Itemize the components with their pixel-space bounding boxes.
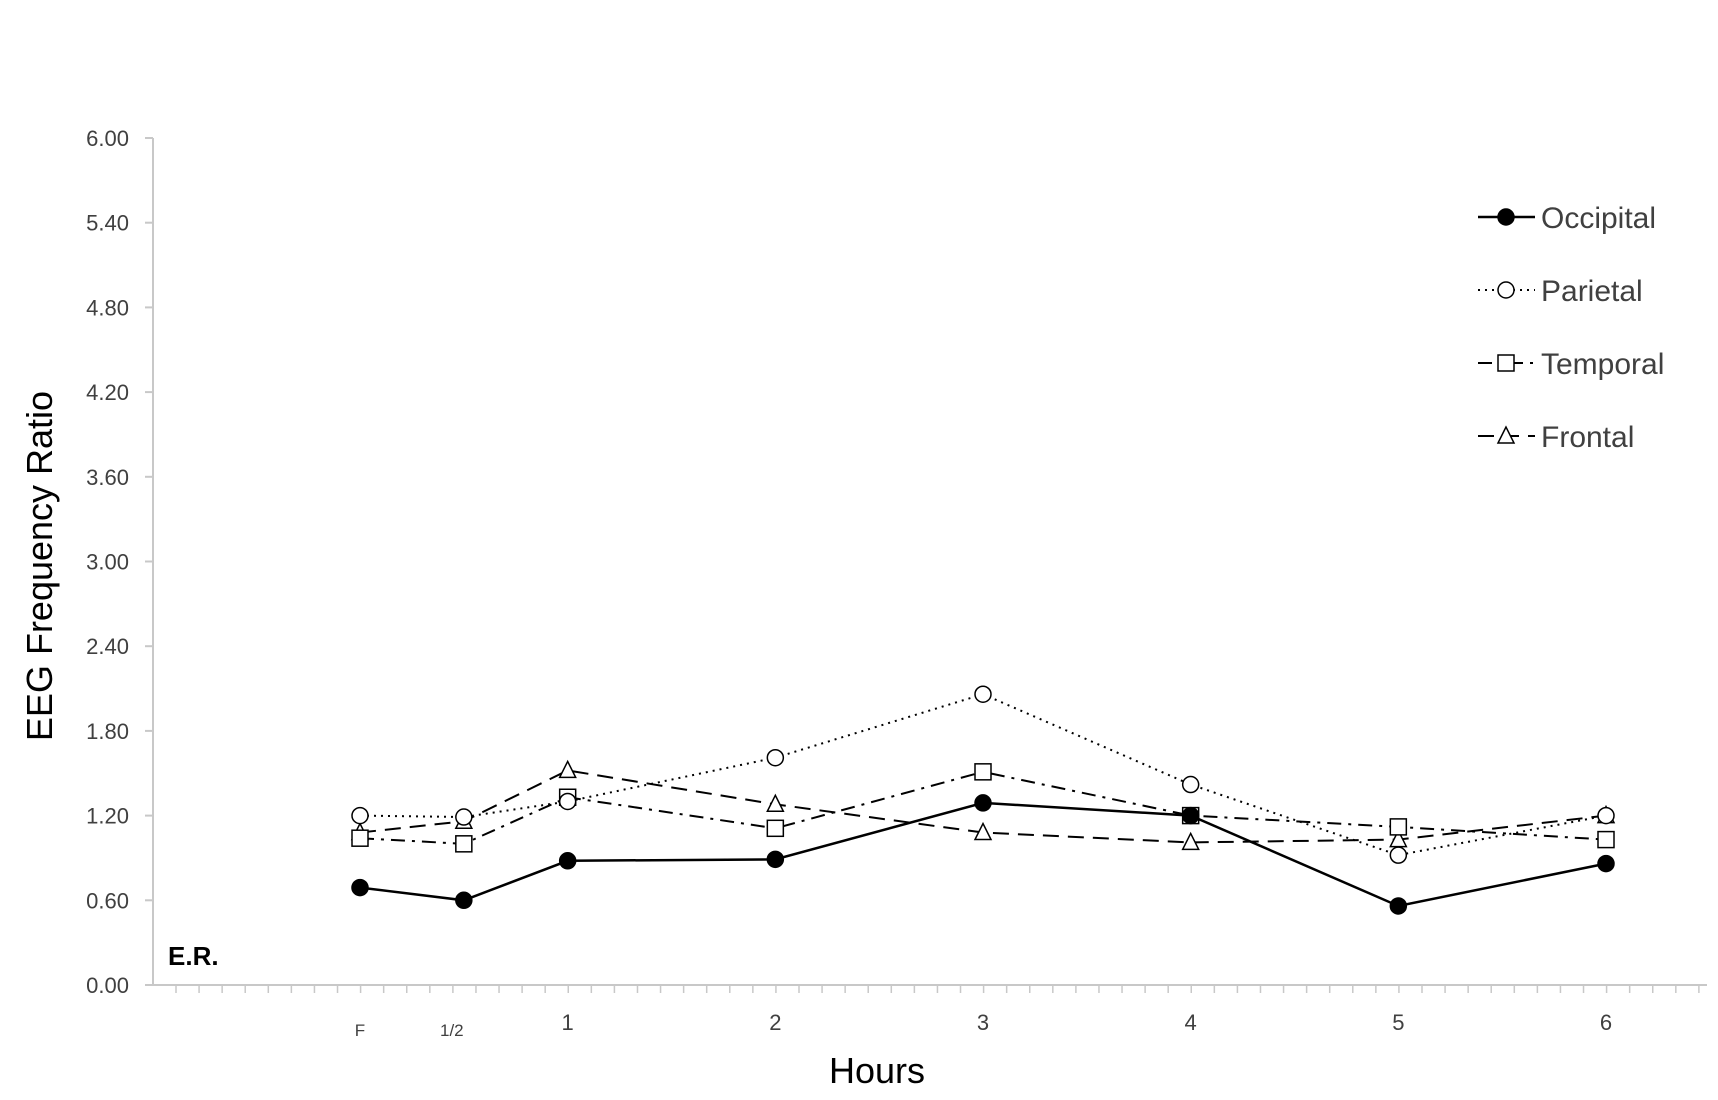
parietal-point [1497, 281, 1515, 299]
frontal-point [1181, 831, 1200, 851]
occipital-point [351, 878, 369, 897]
x-tick-label: 5 [1392, 1010, 1404, 1035]
parietal-point [1597, 806, 1615, 825]
occipital-point [974, 794, 992, 812]
occipital-line [359, 801, 1607, 908]
y-axis-title: EEG Frequency Ratio [19, 391, 60, 741]
y-tick-label: 1.80 [86, 719, 129, 744]
parietal-point [974, 685, 992, 703]
temporal-line [359, 770, 1607, 845]
y-tick-label: 2.40 [86, 634, 129, 659]
legend-item-frontal: Frontal [1478, 421, 1634, 454]
y-tick-label: 3.60 [86, 465, 129, 490]
occipital-point [1181, 806, 1200, 825]
y-tick-label: 4.20 [86, 380, 129, 405]
frontal-point [1496, 425, 1516, 444]
temporal-point [1597, 830, 1615, 849]
y-tick-label: 6.00 [86, 126, 129, 151]
y-tick-label: 1.20 [86, 804, 129, 829]
frontal-point [766, 793, 785, 813]
legend-label: Frontal [1541, 421, 1634, 454]
temporal-point [351, 829, 369, 847]
occipital-point [558, 852, 577, 870]
x-tick-label: F [355, 1021, 365, 1040]
frontal-point [973, 821, 993, 841]
temporal-point [455, 835, 473, 853]
x-tick-label: 1 [562, 1010, 574, 1035]
occipital-point [1597, 854, 1615, 873]
legend-item-parietal: Parietal [1478, 275, 1643, 308]
axes-group: 0.00 0.60 1.20 1.80 2.40 3.00 3.60 4.20 4.80 5.40… [86, 126, 1707, 1040]
legend-item-temporal: Temporal [1478, 348, 1664, 381]
legend-label: Occipital [1541, 202, 1656, 235]
parietal-point [455, 808, 473, 826]
x-axis-title: Hours [829, 1050, 925, 1091]
y-tick-label: 0.60 [86, 888, 129, 913]
legend-label: Parietal [1541, 275, 1643, 308]
occipital-series [351, 794, 1615, 915]
x-tick-label: 4 [1185, 1010, 1197, 1035]
x-tick-label: 6 [1600, 1010, 1612, 1035]
y-tick-label: 0.00 [86, 973, 129, 998]
legend: Occipital Parietal Temporal Frontal [1478, 202, 1664, 454]
temporal-point [1497, 354, 1515, 372]
y-tick-label: 3.00 [86, 550, 129, 575]
occipital-point [1497, 208, 1515, 226]
parietal-series [351, 685, 1615, 864]
temporal-point [974, 763, 992, 781]
occipital-point [766, 850, 785, 869]
occipital-point [1389, 897, 1408, 915]
x-tick-label: 3 [977, 1010, 989, 1035]
chart-annotation: E.R. [168, 941, 219, 971]
x-tick-label: 2 [769, 1010, 781, 1035]
frontal-line [359, 769, 1607, 844]
series-group [350, 685, 1616, 915]
occipital-point [455, 891, 473, 910]
frontal-point [558, 759, 577, 779]
x-tick-label: 1/2 [440, 1021, 464, 1040]
parietal-point [558, 792, 577, 811]
temporal-point [1389, 818, 1408, 836]
temporal-point [766, 819, 785, 838]
parietal-point [1181, 775, 1200, 794]
parietal-point [351, 806, 369, 825]
legend-label: Temporal [1541, 348, 1664, 381]
legend-item-occipital: Occipital [1478, 202, 1656, 235]
parietal-point [1389, 846, 1408, 864]
y-tick-label: 4.80 [86, 295, 129, 320]
parietal-point [766, 748, 785, 767]
y-tick-label: 5.40 [86, 211, 129, 236]
